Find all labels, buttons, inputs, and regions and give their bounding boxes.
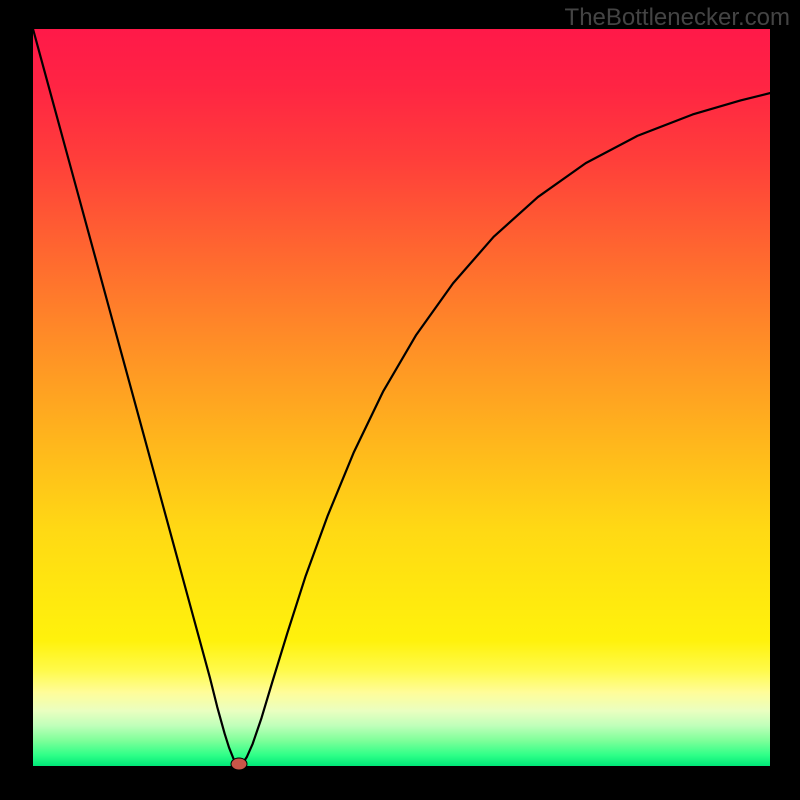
plot-svg [33,29,770,766]
chart-container: TheBottlenecker.com [0,0,800,800]
minimum-marker [231,757,248,770]
plot-area [33,29,770,766]
gradient-background [33,29,770,766]
watermark-text: TheBottlenecker.com [565,4,790,32]
